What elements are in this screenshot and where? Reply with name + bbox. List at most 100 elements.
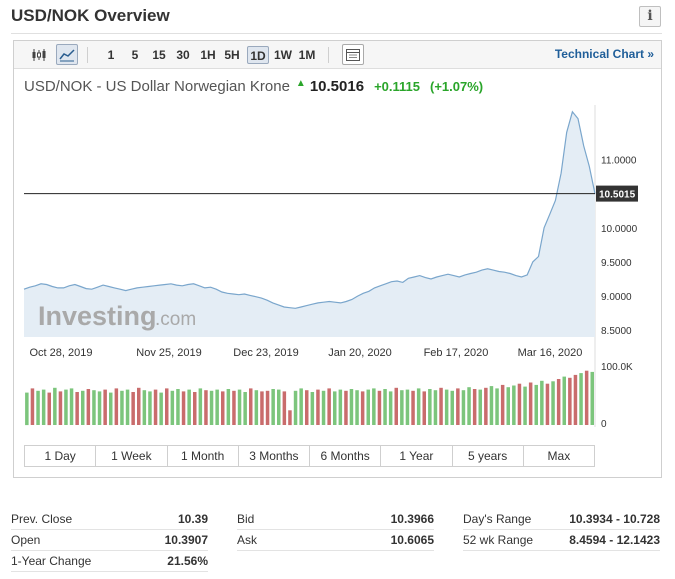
range-1-year-button[interactable]: 1 Year	[381, 446, 453, 466]
interval-1h-button[interactable]: 1H	[200, 48, 216, 62]
interval-30-button[interactable]: 30	[176, 48, 190, 62]
volume-bar	[523, 386, 527, 425]
volume-bar	[495, 388, 499, 425]
range-1-day-button[interactable]: 1 Day	[25, 446, 97, 466]
volume-bar	[69, 388, 74, 425]
stat-label: Day's Range	[463, 512, 532, 526]
x-tick-label: Dec 23, 2019	[233, 347, 298, 359]
price-chart[interactable]: Investing.com 11.0000 10.0000 9.5000 9.0000 8…	[14, 41, 661, 441]
volume-bar	[53, 387, 57, 425]
y-tick-label: 10.0000	[601, 224, 638, 235]
volume-bar	[97, 391, 102, 425]
interval-1-button[interactable]: 1	[107, 48, 115, 62]
volume-bar	[444, 389, 449, 425]
volume-bar	[422, 391, 426, 425]
interval-1m-button[interactable]: 1M	[298, 48, 316, 62]
interval-5-button[interactable]: 5	[131, 48, 139, 62]
volume-bar	[545, 383, 550, 425]
range-max-button[interactable]: Max	[547, 449, 571, 463]
table-icon[interactable]	[342, 44, 364, 65]
x-tick-label: Nov 25, 2019	[136, 347, 201, 359]
volume-bar	[114, 388, 119, 425]
volume-bar	[517, 383, 522, 425]
stat-row: Day's Range 10.3934 - 10.728	[463, 509, 660, 530]
price-change: +0.1115	[374, 79, 420, 94]
volume-bar	[439, 387, 443, 425]
volume-bar	[512, 385, 516, 425]
stat-label: Open	[11, 533, 41, 547]
volume-bar	[411, 390, 415, 425]
volume-bar	[416, 388, 421, 425]
price-line	[23, 110, 596, 309]
volume-bar	[25, 392, 29, 426]
volume-bar	[400, 390, 404, 425]
volume-bar	[109, 392, 113, 426]
stat-row: Prev. Close 10.39	[11, 509, 208, 530]
volume-bar	[478, 389, 482, 425]
volume-bar	[321, 390, 326, 425]
range-1-month-button[interactable]: 1 Month	[168, 446, 239, 466]
instrument-name: USD/NOK - US Dollar Norwegian Krone	[24, 78, 290, 95]
y-tick-label: 9.0000	[601, 292, 632, 303]
volume-bar	[573, 374, 578, 425]
volume-bar	[383, 389, 387, 425]
volume-bar	[372, 388, 376, 425]
interval-1d-button[interactable]: 1D	[247, 46, 269, 64]
toolbar-separator	[328, 47, 329, 63]
volume-bar	[137, 387, 141, 425]
stat-row: Bid 10.3966	[237, 509, 434, 530]
volume-bar	[58, 391, 63, 425]
volume-bar	[226, 389, 231, 425]
interval-5h-button[interactable]: 5H	[224, 48, 240, 62]
current-price-label: 10.5015	[599, 190, 636, 201]
volume-bar	[472, 389, 477, 425]
volume-bar	[249, 388, 253, 425]
volume-bar	[405, 389, 410, 425]
interval-15-button[interactable]: 15	[152, 48, 166, 62]
volume-bar	[360, 391, 365, 425]
technical-chart-link[interactable]: Technical Chart »	[554, 47, 654, 61]
volume-bar	[310, 392, 315, 425]
volume-bar	[282, 391, 287, 425]
range-6-months-button[interactable]: 6 Months	[310, 446, 382, 466]
range-1-week-button[interactable]: 1 Week	[96, 446, 168, 466]
stat-row: 1-Year Change 21.56%	[11, 551, 208, 572]
volume-bar	[388, 391, 393, 425]
volume-bar	[450, 390, 454, 425]
volume-bar	[377, 390, 382, 425]
interval-1w-button[interactable]: 1W	[274, 48, 292, 62]
stat-label: Bid	[237, 512, 255, 526]
volume-bar	[103, 389, 107, 425]
range-3-months-button[interactable]: 3 Months	[239, 446, 310, 466]
volume-bar	[36, 390, 40, 425]
stat-label: Prev. Close	[11, 512, 73, 526]
line-chart-icon[interactable]	[56, 44, 78, 65]
volume-bar	[568, 377, 572, 425]
volume-bar	[316, 389, 320, 425]
volume-bar	[349, 389, 354, 425]
volume-bar	[556, 379, 561, 425]
stat-value: 10.3907	[164, 533, 208, 547]
candlestick-icon[interactable]	[28, 44, 50, 65]
volume-bar	[288, 410, 292, 426]
current-price-label-box	[596, 185, 638, 202]
volume-bar	[579, 373, 583, 425]
volume-bar	[344, 390, 348, 425]
volume-min-label: 0	[601, 419, 607, 430]
volume-bar	[293, 390, 298, 425]
stat-value: 8.4594 - 12.1423	[569, 533, 660, 547]
volume-bar	[131, 392, 135, 425]
stat-value: 10.39	[177, 512, 208, 526]
volume-bar	[338, 389, 343, 425]
title-divider	[11, 33, 662, 34]
stat-label: Ask	[237, 533, 258, 547]
range-5-years-button[interactable]: 5 years	[453, 446, 524, 466]
last-price: 10.5016	[309, 78, 365, 95]
volume-bar	[30, 388, 35, 425]
volume-bar	[153, 389, 158, 425]
volume-bar	[64, 389, 68, 425]
volume-bar	[221, 391, 225, 425]
volume-bar	[528, 382, 533, 425]
stat-value: 21.56%	[167, 554, 208, 568]
info-icon[interactable]: i	[639, 6, 661, 27]
